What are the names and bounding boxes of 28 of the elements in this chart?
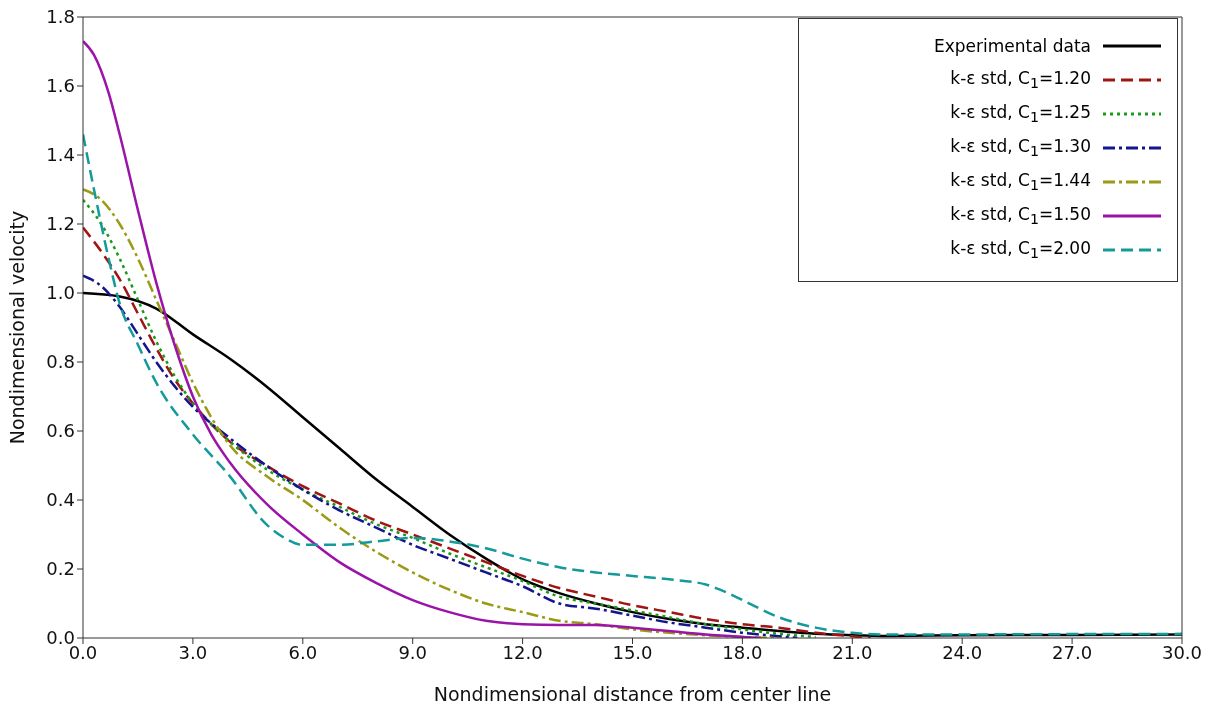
legend-label: k-ε std, C$_{1}$=1.25 [950,102,1091,126]
x-tick-label: 15.0 [612,641,653,663]
legend-label: k-ε std, C$_{1}$=1.44 [950,170,1091,194]
y-tick-label: 1.6 [46,75,75,97]
y-tick-label: 0.4 [46,489,75,511]
y-tick-label: 1.8 [46,6,75,28]
y-tick-label: 1.4 [46,144,75,166]
x-tick-label: 27.0 [1052,641,1093,663]
y-tick-label: 0.6 [46,420,75,442]
y-tick-label: 1.0 [46,282,75,304]
legend-label: k-ε std, C$_{1}$=2.00 [950,238,1091,262]
y-tick-label: 0.8 [46,351,75,373]
x-tick-label: 9.0 [398,641,428,663]
legend-label: Experimental data [933,36,1091,56]
y-axis-title: Nondimensional velocity [5,210,28,445]
x-tick-label: 3.0 [178,641,208,663]
x-tick-label: 18.0 [722,641,763,663]
x-tick-label: 12.0 [502,641,543,663]
y-tick-label: 1.2 [46,213,75,235]
y-tick-label: 0.2 [46,558,75,580]
x-axis-title: Nondimensional distance from center line [433,683,832,705]
legend-label: k-ε std, C$_{1}$=1.50 [950,204,1091,228]
legend-label: k-ε std, C$_{1}$=1.20 [950,68,1091,92]
x-tick-label: 24.0 [942,641,983,663]
x-tick-label: 6.0 [288,641,318,663]
x-tick-label: 30.0 [1161,641,1203,663]
legend-label: k-ε std, C$_{1}$=1.30 [950,136,1091,160]
x-tick-label: 21.0 [832,641,873,663]
